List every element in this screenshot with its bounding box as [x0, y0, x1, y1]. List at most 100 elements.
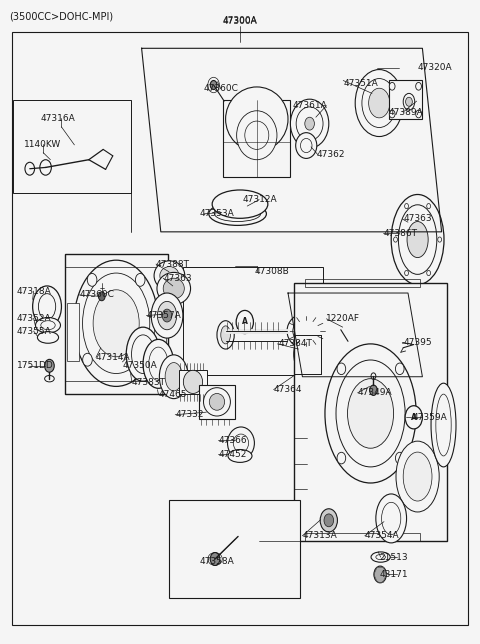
Bar	[154, 322, 166, 361]
Ellipse shape	[398, 205, 437, 274]
Text: 47350A: 47350A	[122, 361, 157, 370]
Circle shape	[324, 514, 334, 527]
Ellipse shape	[36, 317, 60, 333]
Ellipse shape	[403, 452, 432, 501]
Ellipse shape	[45, 375, 54, 382]
Ellipse shape	[212, 190, 268, 218]
Text: 47314A: 47314A	[96, 353, 131, 362]
Circle shape	[371, 373, 376, 379]
Circle shape	[370, 385, 377, 395]
Ellipse shape	[407, 222, 428, 258]
Ellipse shape	[233, 434, 249, 452]
Circle shape	[337, 363, 346, 375]
Ellipse shape	[371, 552, 390, 562]
Ellipse shape	[217, 321, 234, 349]
Text: 47312A: 47312A	[242, 195, 277, 204]
Circle shape	[83, 354, 92, 366]
Bar	[169, 500, 300, 598]
Text: 47383T: 47383T	[132, 378, 166, 387]
Text: 47349A: 47349A	[358, 388, 392, 397]
Ellipse shape	[237, 111, 277, 160]
Circle shape	[45, 359, 54, 372]
Bar	[389, 80, 422, 119]
Text: 47332: 47332	[175, 410, 204, 419]
Ellipse shape	[226, 87, 288, 151]
Ellipse shape	[221, 326, 230, 344]
Ellipse shape	[93, 290, 139, 357]
Ellipse shape	[369, 88, 390, 118]
Text: 47389A: 47389A	[389, 108, 423, 117]
Ellipse shape	[74, 260, 158, 386]
Ellipse shape	[325, 344, 416, 483]
Text: 47452: 47452	[218, 450, 247, 459]
Ellipse shape	[151, 293, 183, 338]
Circle shape	[405, 270, 408, 276]
Text: 47352A: 47352A	[17, 314, 51, 323]
Circle shape	[337, 452, 346, 464]
Ellipse shape	[143, 339, 174, 388]
Ellipse shape	[163, 278, 184, 299]
Ellipse shape	[83, 273, 150, 374]
Circle shape	[135, 360, 145, 373]
Circle shape	[405, 204, 408, 209]
Text: 47318A: 47318A	[17, 287, 51, 296]
Ellipse shape	[391, 194, 444, 285]
Circle shape	[374, 566, 386, 583]
Text: 47363: 47363	[403, 214, 432, 223]
Text: 47366: 47366	[218, 436, 247, 445]
Text: 47395: 47395	[403, 338, 432, 347]
Text: 47388T: 47388T	[156, 260, 190, 269]
Bar	[67, 303, 79, 361]
Text: 47465: 47465	[158, 390, 187, 399]
Text: 1140KW: 1140KW	[24, 140, 61, 149]
Ellipse shape	[37, 332, 59, 343]
Text: 47357A: 47357A	[146, 311, 181, 320]
Bar	[65, 254, 168, 394]
Text: 43171: 43171	[379, 570, 408, 579]
Text: 1751DD: 1751DD	[17, 361, 54, 370]
Text: 21513: 21513	[379, 553, 408, 562]
Text: 47308B: 47308B	[254, 267, 289, 276]
Ellipse shape	[376, 494, 407, 543]
Circle shape	[427, 204, 431, 209]
Ellipse shape	[294, 334, 321, 375]
Circle shape	[87, 274, 97, 287]
Text: 47361A: 47361A	[293, 101, 327, 110]
Text: 47363: 47363	[163, 274, 192, 283]
Text: 47358A: 47358A	[199, 557, 234, 566]
Circle shape	[162, 309, 172, 322]
Ellipse shape	[215, 206, 261, 222]
Circle shape	[394, 237, 397, 242]
Text: (3500CC>DOHC-MPI): (3500CC>DOHC-MPI)	[9, 11, 113, 21]
Ellipse shape	[299, 340, 316, 368]
Ellipse shape	[204, 388, 230, 416]
Ellipse shape	[436, 394, 451, 456]
Text: 47360C: 47360C	[79, 290, 114, 299]
Bar	[305, 533, 420, 541]
Ellipse shape	[296, 107, 323, 140]
Circle shape	[210, 553, 220, 565]
Circle shape	[135, 274, 145, 287]
Bar	[294, 283, 447, 541]
Ellipse shape	[376, 554, 385, 560]
Text: 47360C: 47360C	[204, 84, 238, 93]
Ellipse shape	[126, 327, 160, 381]
Ellipse shape	[287, 313, 325, 349]
Circle shape	[305, 117, 314, 130]
Ellipse shape	[165, 363, 182, 391]
Text: A: A	[411, 413, 417, 422]
Text: 1220AF: 1220AF	[326, 314, 360, 323]
Circle shape	[405, 406, 422, 429]
Ellipse shape	[159, 355, 188, 399]
Ellipse shape	[300, 138, 312, 153]
Ellipse shape	[296, 133, 317, 158]
Text: 47351A: 47351A	[343, 79, 378, 88]
Text: A: A	[242, 317, 248, 327]
Ellipse shape	[228, 427, 254, 459]
Circle shape	[236, 310, 253, 334]
Circle shape	[338, 326, 344, 334]
Text: 47362: 47362	[317, 150, 345, 159]
Circle shape	[40, 160, 51, 175]
Ellipse shape	[132, 335, 155, 374]
Text: 47320A: 47320A	[418, 63, 452, 72]
